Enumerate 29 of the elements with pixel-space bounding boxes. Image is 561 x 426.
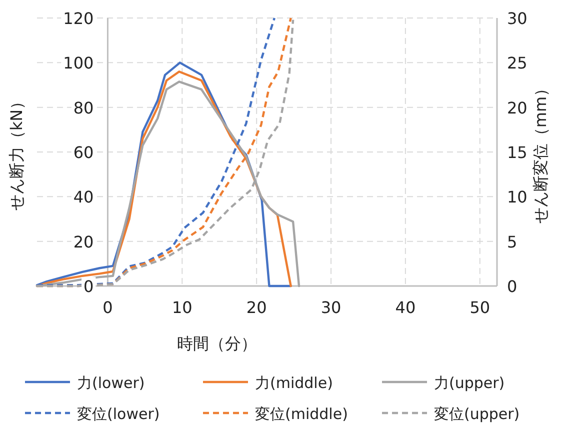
y-tick-label: 60 (73, 143, 94, 162)
legend-label: 変位(upper) (434, 405, 520, 423)
legend-label: 変位(middle) (255, 405, 348, 423)
y-tick-label: 0 (84, 277, 94, 296)
x-tick-label: 20 (246, 298, 267, 317)
legend-label: 力(upper) (434, 374, 505, 392)
y2-tick-label: 30 (507, 9, 528, 28)
y2-tick-label: 25 (507, 54, 528, 73)
y-tick-label: 100 (63, 54, 94, 73)
x-tick-label: 40 (395, 298, 416, 317)
y2-tick-label: 20 (507, 98, 528, 118)
legend-label: 力(lower) (77, 374, 145, 392)
y2-tick-label: 0 (507, 277, 518, 296)
x-tick-label: 0 (102, 298, 113, 317)
y-tick-label: 80 (73, 98, 94, 118)
y2-tick-label: 15 (507, 143, 528, 162)
x-tick-label: 50 (470, 298, 490, 317)
y2-axis-title: せん断変位（mm） (531, 80, 550, 224)
legend-label: 力(middle) (255, 374, 333, 392)
x-axis-title: 時間（分） (177, 334, 258, 353)
y-tick-label: 40 (73, 188, 94, 207)
y-tick-label: 120 (63, 9, 94, 28)
x-tick-label: 10 (172, 298, 192, 317)
legend-label: 変位(lower) (77, 405, 160, 423)
y-axis-title: せん断力（kN） (7, 93, 26, 211)
y2-tick-label: 10 (507, 188, 528, 207)
y2-tick-label: 5 (507, 232, 518, 252)
y-tick-label: 20 (73, 232, 94, 252)
x-tick-label: 30 (320, 298, 342, 317)
